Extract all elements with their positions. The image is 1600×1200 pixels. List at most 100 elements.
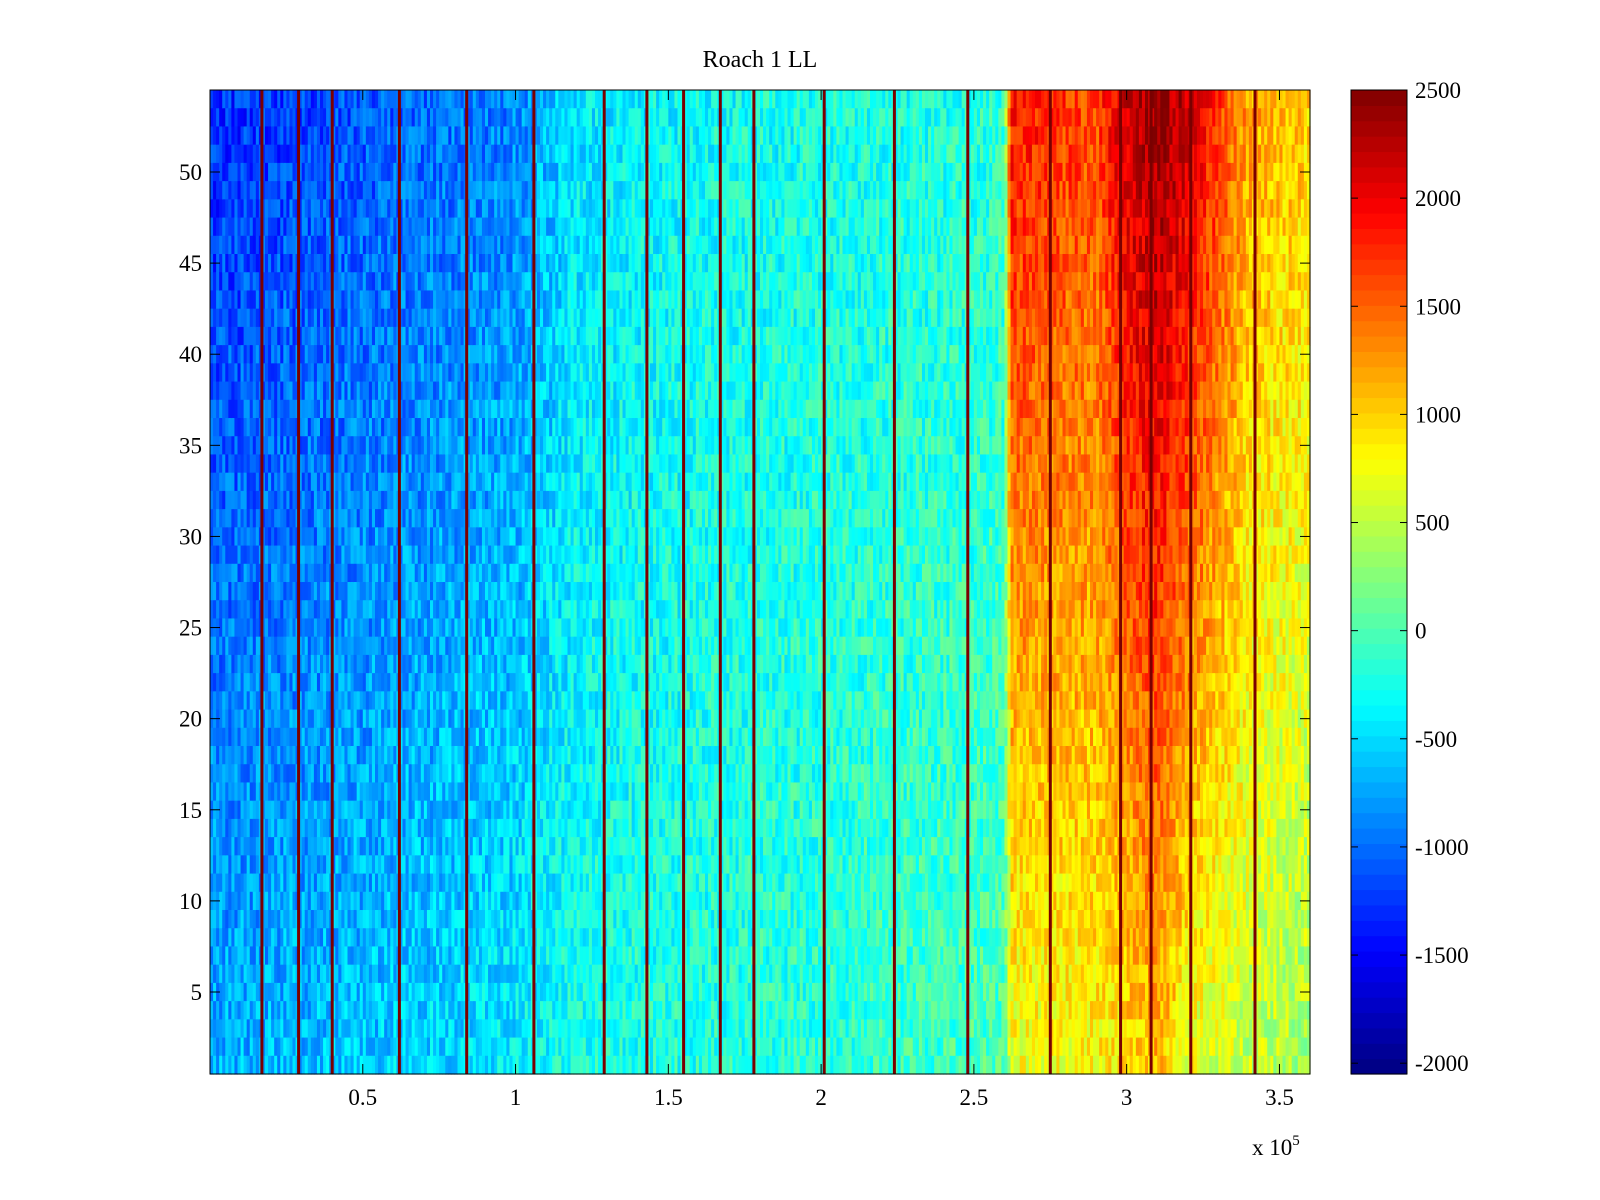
heatmap-cell <box>457 1037 462 1057</box>
heatmap-cell <box>491 600 495 620</box>
heatmap-cell <box>475 545 480 565</box>
heatmap-cell <box>469 454 474 474</box>
heatmap-cell <box>231 90 236 109</box>
heatmap-cell <box>307 418 312 437</box>
heatmap-cell <box>255 272 260 292</box>
heatmap-cell <box>283 144 287 164</box>
heatmap-cell <box>338 162 342 182</box>
heatmap-cell <box>420 308 425 328</box>
heatmap-cell <box>298 818 303 838</box>
heatmap-cell <box>243 490 248 510</box>
heatmap-cell <box>411 144 416 164</box>
heatmap-cell <box>411 891 416 911</box>
heatmap-cell <box>249 873 254 893</box>
heatmap-cell <box>420 144 425 164</box>
heatmap-cell <box>423 308 428 328</box>
heatmap-cell <box>274 800 278 820</box>
heatmap-cell <box>268 636 272 656</box>
heatmap-cell <box>249 727 254 747</box>
heatmap-cell <box>472 654 477 674</box>
heatmap-cell <box>246 837 251 856</box>
heatmap-cell <box>225 691 229 711</box>
heatmap-cell <box>488 928 492 948</box>
heatmap-cell <box>384 910 388 929</box>
heatmap-cell <box>265 636 269 656</box>
heatmap-cell <box>460 290 465 310</box>
heatmap-cell <box>472 126 477 146</box>
heatmap-cell <box>240 436 245 456</box>
heatmap-cell <box>310 910 315 929</box>
heatmap-cell <box>286 709 291 729</box>
heatmap-cell <box>488 600 492 620</box>
heatmap-cell <box>436 1055 440 1075</box>
heatmap-cell <box>255 636 260 656</box>
heatmap-cell <box>368 673 373 692</box>
heatmap-cell <box>466 891 471 911</box>
heatmap-cell <box>451 326 456 346</box>
heatmap-cell <box>222 1001 226 1020</box>
heatmap-cell <box>252 855 257 875</box>
heatmap-cell <box>368 290 373 310</box>
heatmap-cell <box>423 673 428 692</box>
heatmap-cell <box>320 673 324 692</box>
heatmap-cell <box>304 855 309 875</box>
heatmap-cell <box>384 873 388 893</box>
heatmap-cell <box>356 90 361 109</box>
heatmap-cell <box>399 272 404 292</box>
heatmap-cell <box>365 1001 370 1020</box>
heatmap-cell <box>485 910 489 929</box>
heatmap-cell <box>381 254 385 273</box>
heatmap-cell <box>261 108 266 128</box>
heatmap-cell <box>277 181 281 200</box>
heatmap-cell <box>219 454 223 474</box>
heatmap-cell <box>405 363 410 383</box>
heatmap-cell <box>320 800 324 820</box>
heatmap-cell <box>472 399 477 419</box>
heatmap-cell <box>371 490 376 510</box>
heatmap-cell <box>274 746 278 765</box>
heatmap-cell <box>316 217 321 237</box>
heatmap-cell <box>362 673 367 692</box>
heatmap-cell <box>268 418 272 437</box>
heatmap-cell <box>408 217 413 237</box>
heatmap-cell <box>307 873 312 893</box>
heatmap-cell <box>243 782 248 802</box>
heatmap-cell <box>286 582 291 601</box>
heatmap-cell <box>313 891 318 911</box>
heatmap-cell <box>246 490 251 510</box>
heatmap-cell <box>249 855 254 875</box>
heatmap-cell <box>481 144 486 164</box>
heatmap-cell <box>466 964 471 984</box>
heatmap-cell <box>307 1001 312 1020</box>
heatmap-cell <box>402 90 407 109</box>
heatmap-cell <box>341 1055 346 1075</box>
heatmap-cell <box>365 746 370 765</box>
heatmap-cell <box>350 873 355 893</box>
heatmap-cell <box>234 254 239 273</box>
heatmap-cell <box>362 345 367 364</box>
heatmap-cell <box>454 490 459 510</box>
heatmap-cell <box>323 563 327 583</box>
heatmap-cell <box>433 891 437 911</box>
heatmap-cell <box>246 527 251 547</box>
heatmap-cell <box>341 764 346 784</box>
heatmap-cell <box>378 873 382 893</box>
heatmap-cell <box>222 545 226 565</box>
heatmap-cell <box>219 381 223 401</box>
heatmap-cell <box>255 545 260 565</box>
heatmap-cell <box>234 217 239 237</box>
heatmap-cell <box>408 527 413 547</box>
heatmap-cell <box>469 1001 474 1020</box>
heatmap-cell <box>454 618 459 638</box>
heatmap-cell <box>338 509 342 528</box>
heatmap-cell <box>420 418 425 437</box>
heatmap-cell <box>332 928 336 948</box>
heatmap-cell <box>344 254 349 273</box>
heatmap-cell <box>436 727 440 747</box>
heatmap-cell <box>408 272 413 292</box>
heatmap-cell <box>368 855 373 875</box>
heatmap-cell <box>234 1019 239 1039</box>
heatmap-cell <box>491 527 495 547</box>
heatmap-cell <box>469 363 474 383</box>
heatmap-cell <box>451 1019 456 1039</box>
